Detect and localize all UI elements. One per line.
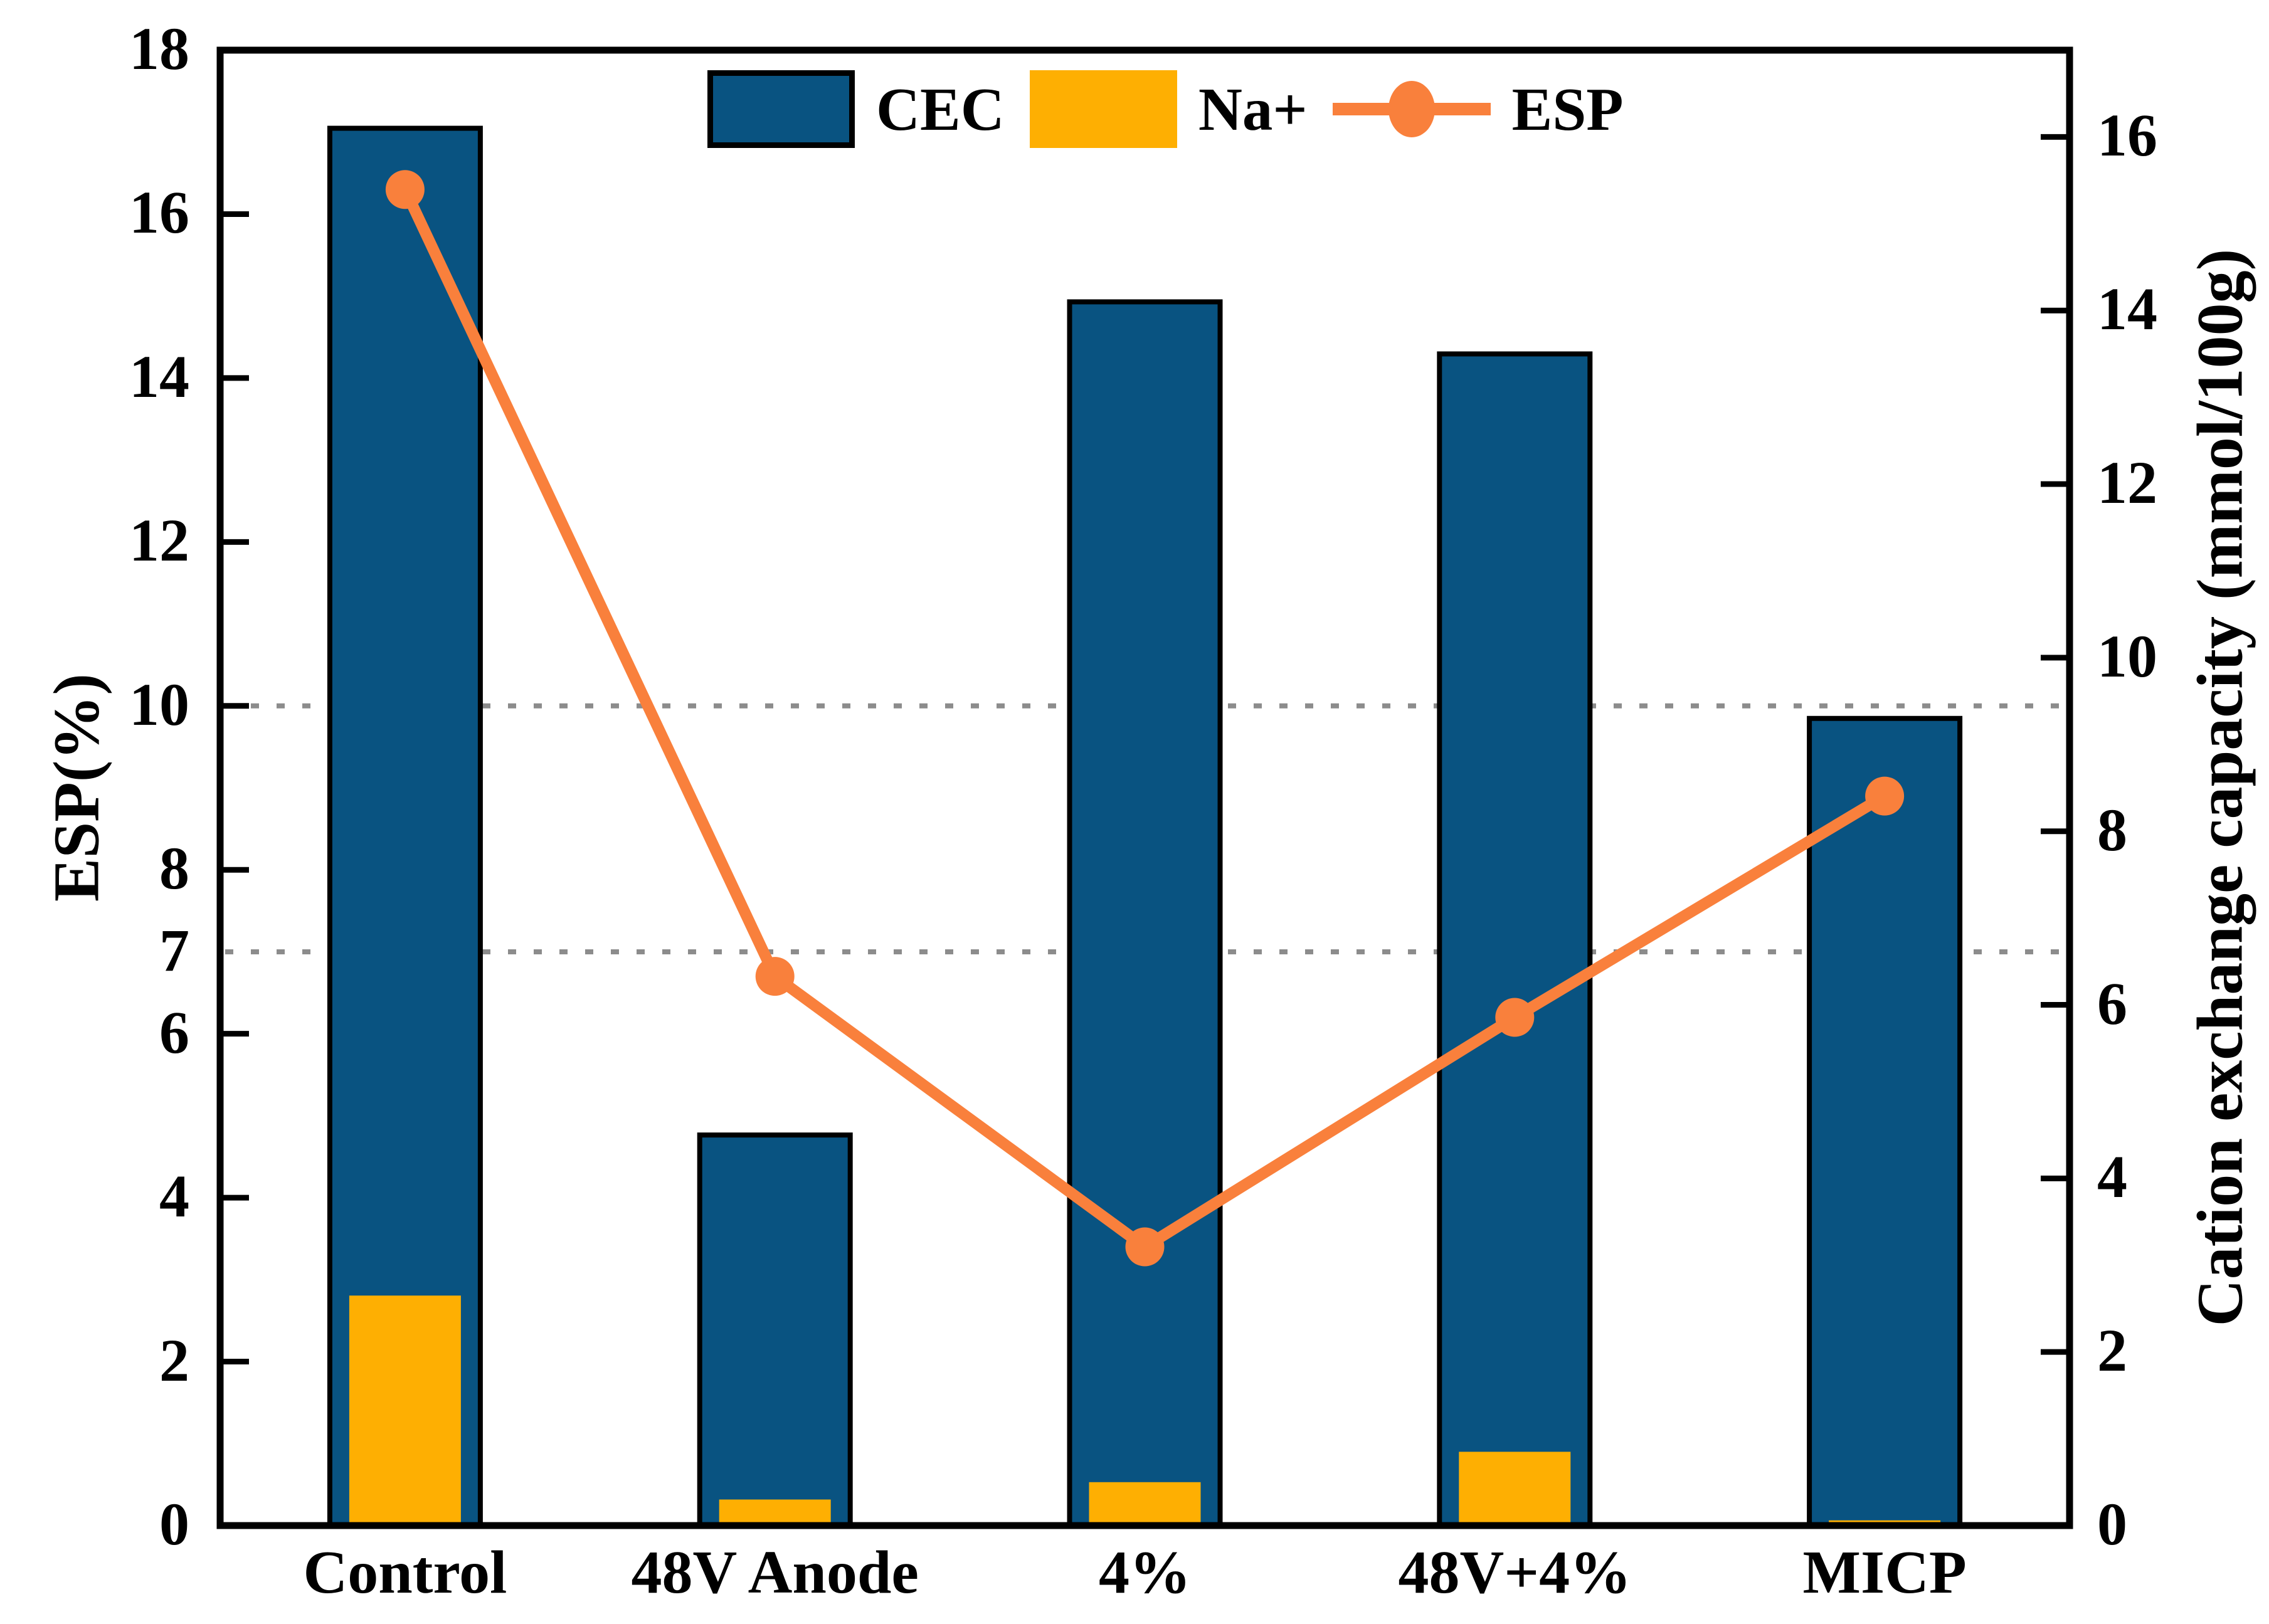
right-tick-label: 2 xyxy=(2097,1317,2127,1384)
esp-marker xyxy=(1865,776,1905,816)
right-tick-label: 0 xyxy=(2097,1490,2127,1558)
esp-marker xyxy=(1495,998,1535,1037)
right-tick-label: 8 xyxy=(2097,796,2127,863)
left-tick-label: 2 xyxy=(159,1326,189,1394)
legend-swatch-cec xyxy=(707,70,855,148)
left-tick-label: 12 xyxy=(129,507,189,574)
plot-border xyxy=(216,46,2073,1529)
right-tick-label: 12 xyxy=(2097,449,2157,517)
left-tick-label: 18 xyxy=(129,15,189,83)
esp-marker xyxy=(1125,1227,1165,1267)
cec-bar xyxy=(1437,351,1593,1528)
left-tick-label: 16 xyxy=(129,179,189,246)
left-tick-label: 10 xyxy=(129,670,189,738)
cec-bar xyxy=(327,125,483,1529)
right-tick-label: 10 xyxy=(2097,622,2157,690)
right-tick-label: 14 xyxy=(2097,275,2157,343)
left-tick-label: 7 xyxy=(159,917,189,984)
esp-marker xyxy=(755,957,795,996)
legend-label-na: Na+ xyxy=(1198,75,1308,143)
legend-marker-icon xyxy=(1388,81,1435,137)
legend: CEC Na+ ESP xyxy=(707,70,1649,148)
legend-label-cec: CEC xyxy=(876,75,1005,143)
left-tick-label: 14 xyxy=(129,342,189,410)
category-label: 4% xyxy=(1099,1539,1191,1606)
legend-swatch-na xyxy=(1029,70,1177,148)
cec-bar xyxy=(1807,715,1963,1528)
na-bar xyxy=(1089,1482,1201,1526)
left-tick-label: 0 xyxy=(159,1490,189,1558)
right-axis-title: Cation exchange capacity (mmol/100g) xyxy=(2184,248,2256,1327)
cec-bar xyxy=(1067,299,1223,1528)
left-tick-label: 6 xyxy=(159,998,189,1066)
category-label: 48V Anode xyxy=(631,1539,919,1606)
legend-label-esp: ESP xyxy=(1511,75,1624,143)
category-label: 48V+4% xyxy=(1398,1539,1632,1606)
category-label: Control xyxy=(303,1539,507,1606)
na-bar xyxy=(1459,1452,1571,1526)
right-tick-label: 4 xyxy=(2097,1143,2127,1211)
na-bar xyxy=(719,1499,831,1526)
left-tick-label: 8 xyxy=(159,835,189,902)
na-bar xyxy=(349,1295,461,1526)
legend-line-sample-esp xyxy=(1332,70,1491,148)
left-axis-title: ESP(%) xyxy=(40,673,113,902)
left-tick-label: 4 xyxy=(159,1163,189,1230)
right-tick-label: 16 xyxy=(2097,102,2157,169)
right-tick-label: 6 xyxy=(2097,969,2127,1037)
category-label: MICP xyxy=(1802,1539,1967,1606)
cec-bar xyxy=(697,1132,853,1529)
esp-marker xyxy=(385,170,425,209)
